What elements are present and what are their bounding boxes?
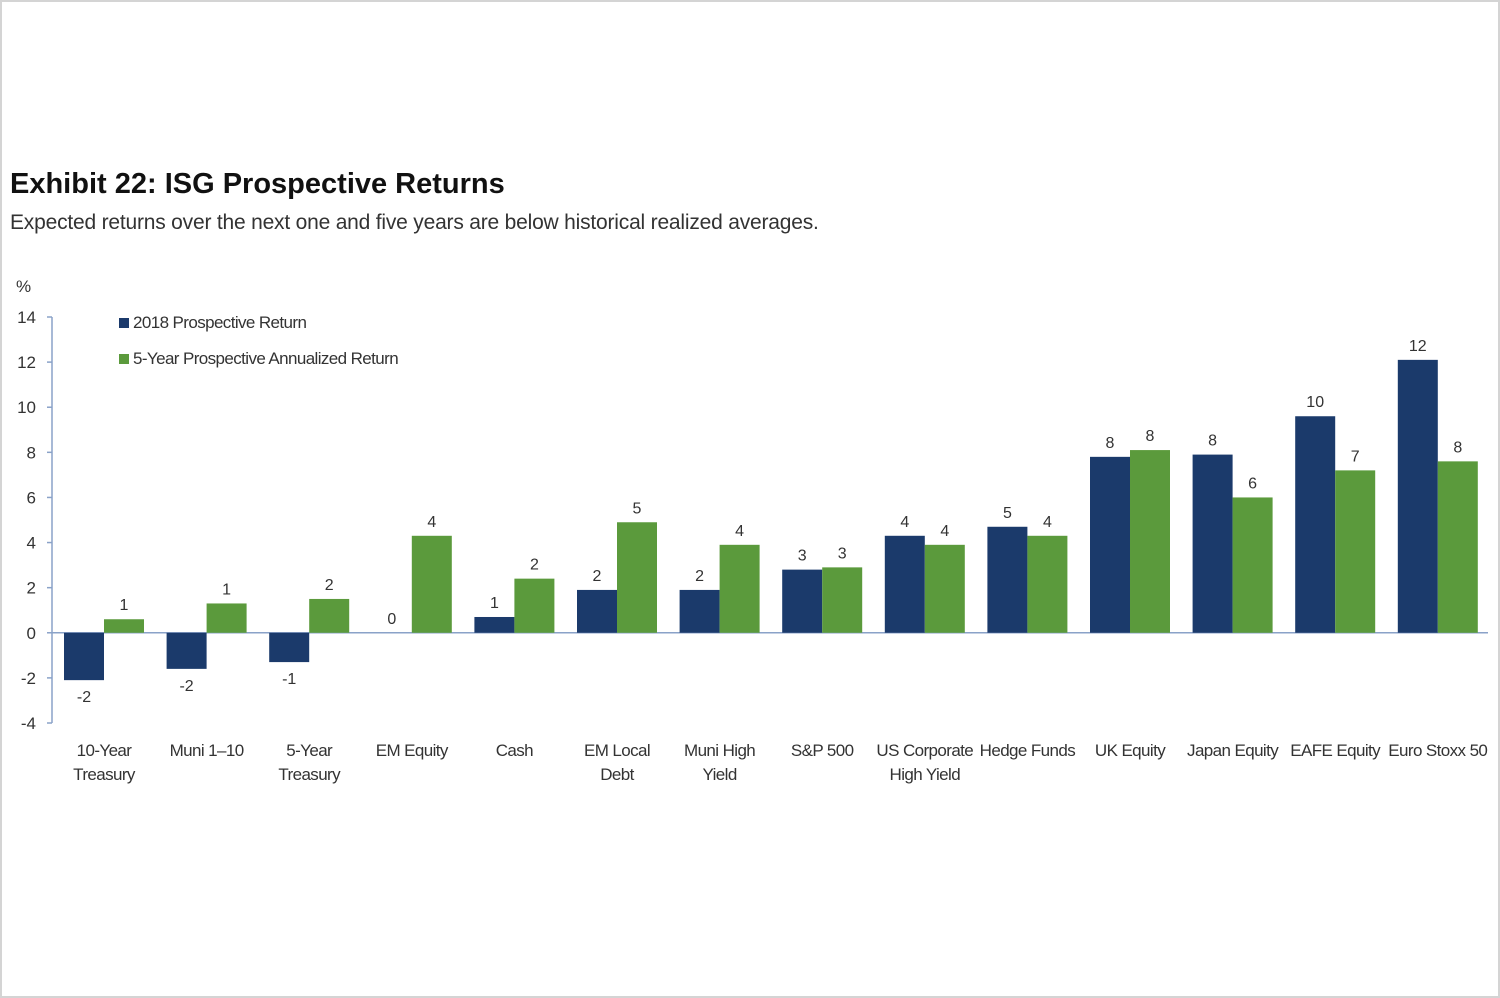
- bar-2018: [987, 526, 1028, 633]
- category-label: US Corporate: [876, 741, 973, 760]
- bar-2018: [1090, 456, 1130, 633]
- bar-5yr: [1335, 470, 1376, 633]
- category-label: Japan Equity: [1187, 741, 1279, 760]
- data-label-2018: 8: [1208, 433, 1217, 450]
- bar-2018: [1397, 359, 1438, 633]
- data-label-5yr: 8: [1146, 428, 1155, 445]
- data-label-2018: 3: [798, 548, 807, 565]
- bar-5yr: [1027, 535, 1068, 633]
- data-label-2018: 4: [900, 514, 909, 531]
- category-label: Euro Stoxx 50: [1388, 741, 1487, 760]
- bar-2018: [166, 632, 207, 669]
- data-label-5yr: 1: [222, 581, 231, 598]
- y-tick-label: 4: [27, 534, 36, 553]
- category-label: Hedge Funds: [980, 741, 1076, 760]
- data-label-2018: 0: [387, 611, 396, 628]
- y-tick-label: 12: [17, 353, 36, 372]
- category-label: UK Equity: [1095, 741, 1166, 760]
- bar-5yr: [104, 619, 144, 633]
- category-label: Treasury: [278, 765, 341, 784]
- bar-5yr: [206, 603, 247, 633]
- category-label: Muni 1–10: [170, 741, 244, 760]
- data-label-5yr: 1: [120, 597, 129, 614]
- data-label-2018: 12: [1409, 338, 1427, 355]
- bar-2018: [474, 616, 515, 633]
- legend-swatch-2018: [119, 318, 129, 328]
- bar-5yr: [617, 522, 657, 633]
- category-label: Treasury: [73, 765, 136, 784]
- y-tick-label: -4: [21, 714, 36, 733]
- bar-2018: [269, 632, 310, 663]
- data-label-2018: 2: [593, 568, 602, 585]
- data-label-5yr: 4: [735, 523, 744, 540]
- bar-2018: [577, 589, 617, 633]
- bar-5yr: [822, 567, 863, 633]
- data-label-2018: -2: [77, 689, 91, 706]
- data-label-5yr: 3: [838, 545, 847, 562]
- data-label-5yr: 2: [530, 557, 539, 574]
- category-label: Debt: [600, 765, 634, 784]
- data-label-2018: -2: [179, 678, 193, 695]
- y-axis-unit-label: %: [16, 277, 31, 296]
- category-label: 10-Year: [77, 741, 133, 760]
- category-label: EM Local: [584, 741, 650, 760]
- data-label-5yr: 5: [633, 500, 642, 517]
- data-label-5yr: 4: [940, 523, 949, 540]
- bar-5yr: [1232, 497, 1273, 633]
- y-tick-label: 2: [27, 579, 36, 598]
- bar-2018: [884, 535, 925, 633]
- data-label-2018: 1: [490, 595, 499, 612]
- category-label: EM Equity: [376, 741, 449, 760]
- y-tick-label: 8: [27, 443, 36, 462]
- bar-5yr: [309, 598, 350, 633]
- data-label-5yr: 2: [325, 577, 334, 594]
- bar-5yr: [411, 535, 452, 633]
- bar-2018: [1192, 454, 1233, 633]
- bar-2018: [679, 589, 720, 633]
- category-label: High Yield: [890, 765, 961, 784]
- category-label: Muni High: [684, 741, 755, 760]
- data-label-5yr: 4: [1043, 514, 1052, 531]
- data-label-2018: 10: [1306, 394, 1324, 411]
- category-label: 5-Year: [286, 741, 333, 760]
- data-label-5yr: 6: [1248, 475, 1257, 492]
- y-tick-label: 0: [27, 624, 36, 643]
- bar-5yr: [719, 544, 760, 633]
- legend-swatch-5yr: [119, 354, 129, 364]
- bar-5yr: [1130, 450, 1170, 633]
- category-label: S&P 500: [791, 741, 854, 760]
- data-label-5yr: 7: [1351, 448, 1360, 465]
- legend-label-5yr: 5-Year Prospective Annualized Return: [133, 349, 398, 368]
- category-label: Cash: [496, 741, 533, 760]
- y-tick-label: 14: [17, 308, 36, 327]
- bar-5yr: [514, 578, 555, 633]
- data-label-2018: 2: [695, 568, 704, 585]
- data-label-2018: 8: [1106, 435, 1115, 452]
- exhibit-subtitle: Expected returns over the next one and f…: [10, 211, 819, 234]
- category-label: EAFE Equity: [1290, 741, 1381, 760]
- bar-2018: [64, 632, 104, 681]
- bar-5yr: [1437, 461, 1478, 633]
- data-label-5yr: 8: [1453, 439, 1462, 456]
- y-tick-label: 10: [17, 398, 36, 417]
- bar-5yr: [924, 544, 965, 633]
- exhibit-title: Exhibit 22: ISG Prospective Returns: [10, 168, 505, 200]
- bar-2018: [782, 569, 823, 633]
- category-label: Yield: [703, 765, 737, 784]
- data-label-5yr: 4: [427, 514, 436, 531]
- bar-2018: [1295, 416, 1336, 633]
- data-label-2018: -1: [282, 671, 296, 688]
- y-tick-label: -2: [21, 669, 36, 688]
- legend-label-2018: 2018 Prospective Return: [133, 313, 306, 332]
- data-label-2018: 5: [1003, 505, 1012, 522]
- chart-legend: 2018 Prospective Return 5-Year Prospectiv…: [119, 313, 399, 368]
- y-tick-label: 6: [27, 488, 36, 507]
